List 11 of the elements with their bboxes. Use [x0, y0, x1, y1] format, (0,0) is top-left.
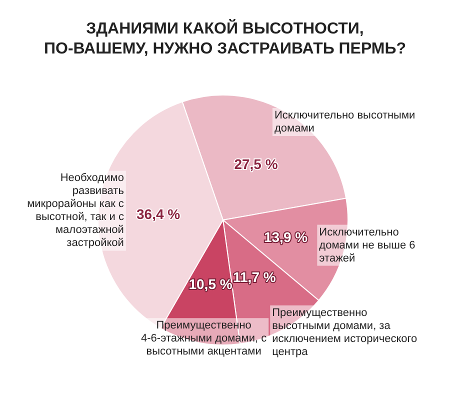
- slice-label: Преимущественно высотными домами, за исключением исторического центра: [272, 306, 418, 358]
- slice-label: Исключительно высотными домами: [274, 109, 416, 134]
- data-label: 36,4 %: [136, 206, 181, 222]
- slice-label: Необходимо развивать микрорайоны как с высотной, так и с малоэтажной застройкой: [27, 172, 124, 250]
- slice-label: Исключительно домами не выше 6 этажей: [319, 226, 416, 264]
- chart-title: ЗДАНИЯМИ КАКОЙ ВЫСОТНОСТИ, ПО-ВАШЕМУ, НУЖНО ЗАСТРАИВАТЬ ПЕРМЬ?: [44, 18, 406, 58]
- data-label: 11,7 %: [233, 268, 276, 285]
- data-label: 10,5 %: [188, 276, 233, 292]
- data-label: 13,9 %: [264, 228, 308, 245]
- data-label: 27,5 %: [234, 156, 278, 172]
- slice-label: Преимущественно 4-6-этажными домами, с высотными акцентами: [141, 320, 268, 358]
